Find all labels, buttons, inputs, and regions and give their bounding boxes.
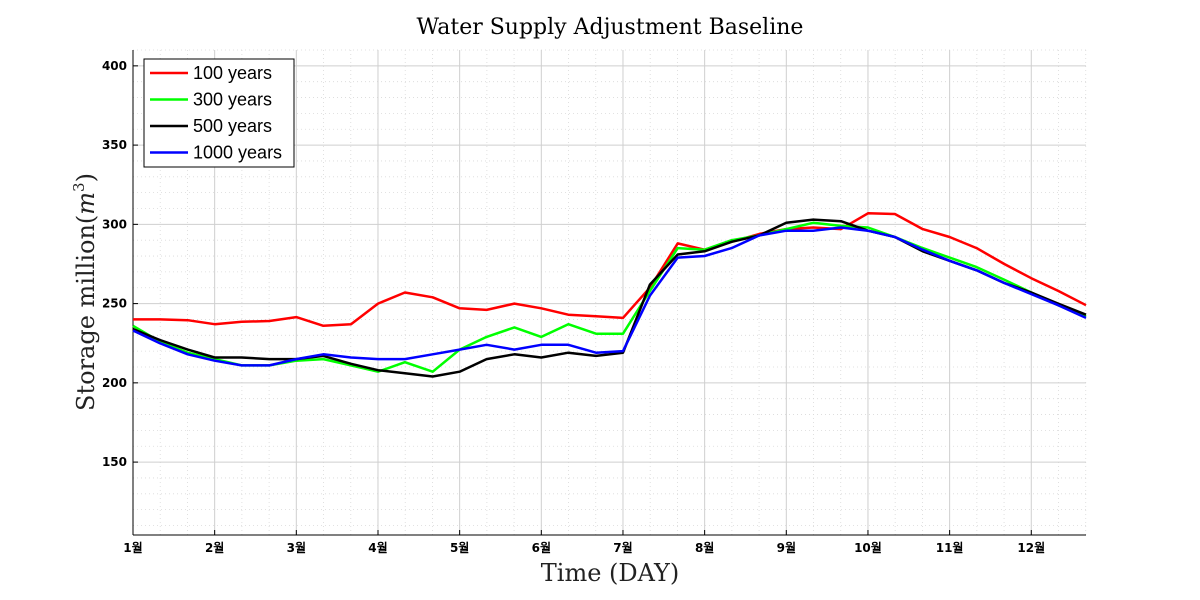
legend-label-1: 100 years xyxy=(193,63,272,83)
x-tick-label: 4월 xyxy=(368,540,387,555)
x-tick-label: 12월 xyxy=(1017,540,1045,555)
x-tick-label: 11월 xyxy=(936,540,964,555)
y-axis-title-unit: m xyxy=(72,192,100,215)
x-axis-title: Time (DAY) xyxy=(541,559,679,587)
y-axis-title-paren-close: ) xyxy=(72,173,100,182)
series-line-1 xyxy=(133,212,1087,328)
legend-label-4: 1000 years xyxy=(193,143,282,163)
y-axis-title-paren-open: ( xyxy=(72,215,100,224)
chart-title: Water Supply Adjustment Baseline xyxy=(417,15,804,40)
legend-box xyxy=(143,58,295,168)
y-tick-label: 350 xyxy=(102,138,127,152)
x-tick-label: 8월 xyxy=(695,540,714,555)
y-tick-label: 250 xyxy=(102,297,127,311)
grid xyxy=(132,49,1087,535)
x-tick-label: 1월 xyxy=(123,540,142,555)
series-line-2 xyxy=(132,221,1087,373)
y-tick-label: 200 xyxy=(102,376,127,390)
x-tick-label: 9월 xyxy=(777,540,796,555)
x-tick-label: 6월 xyxy=(532,540,551,555)
series-line-4 xyxy=(132,226,1087,367)
legend-label-3: 500 years xyxy=(193,116,272,136)
legend-label-2: 300 years xyxy=(193,90,272,110)
x-tick-label: 7월 xyxy=(613,540,632,555)
axes xyxy=(132,50,1086,536)
y-axis-title-unit-exponent: 3 xyxy=(70,182,88,192)
legend: 100 years 300 years 500 years 1000 years xyxy=(143,58,295,168)
y-tick-label: 300 xyxy=(102,217,127,231)
ticks: 150 200 250 300 350 400 1월 2월 3월 4월 5월 6월 7월 8월 9월 10월 1… xyxy=(102,59,1045,555)
x-tick-label: 5월 xyxy=(450,540,469,555)
legend-items: 100 years 300 years 500 years 1000 years xyxy=(150,63,282,163)
x-tick-label: 3월 xyxy=(287,540,306,555)
y-axis-title: Storage million(m3) xyxy=(70,173,100,411)
series-lines xyxy=(132,212,1087,378)
y-tick-label: 400 xyxy=(102,59,127,73)
x-tick-label: 10월 xyxy=(854,540,882,555)
y-axis-title-text: Storage million xyxy=(72,224,100,411)
x-tick-label: 2월 xyxy=(205,540,224,555)
y-tick-label: 150 xyxy=(102,455,127,469)
